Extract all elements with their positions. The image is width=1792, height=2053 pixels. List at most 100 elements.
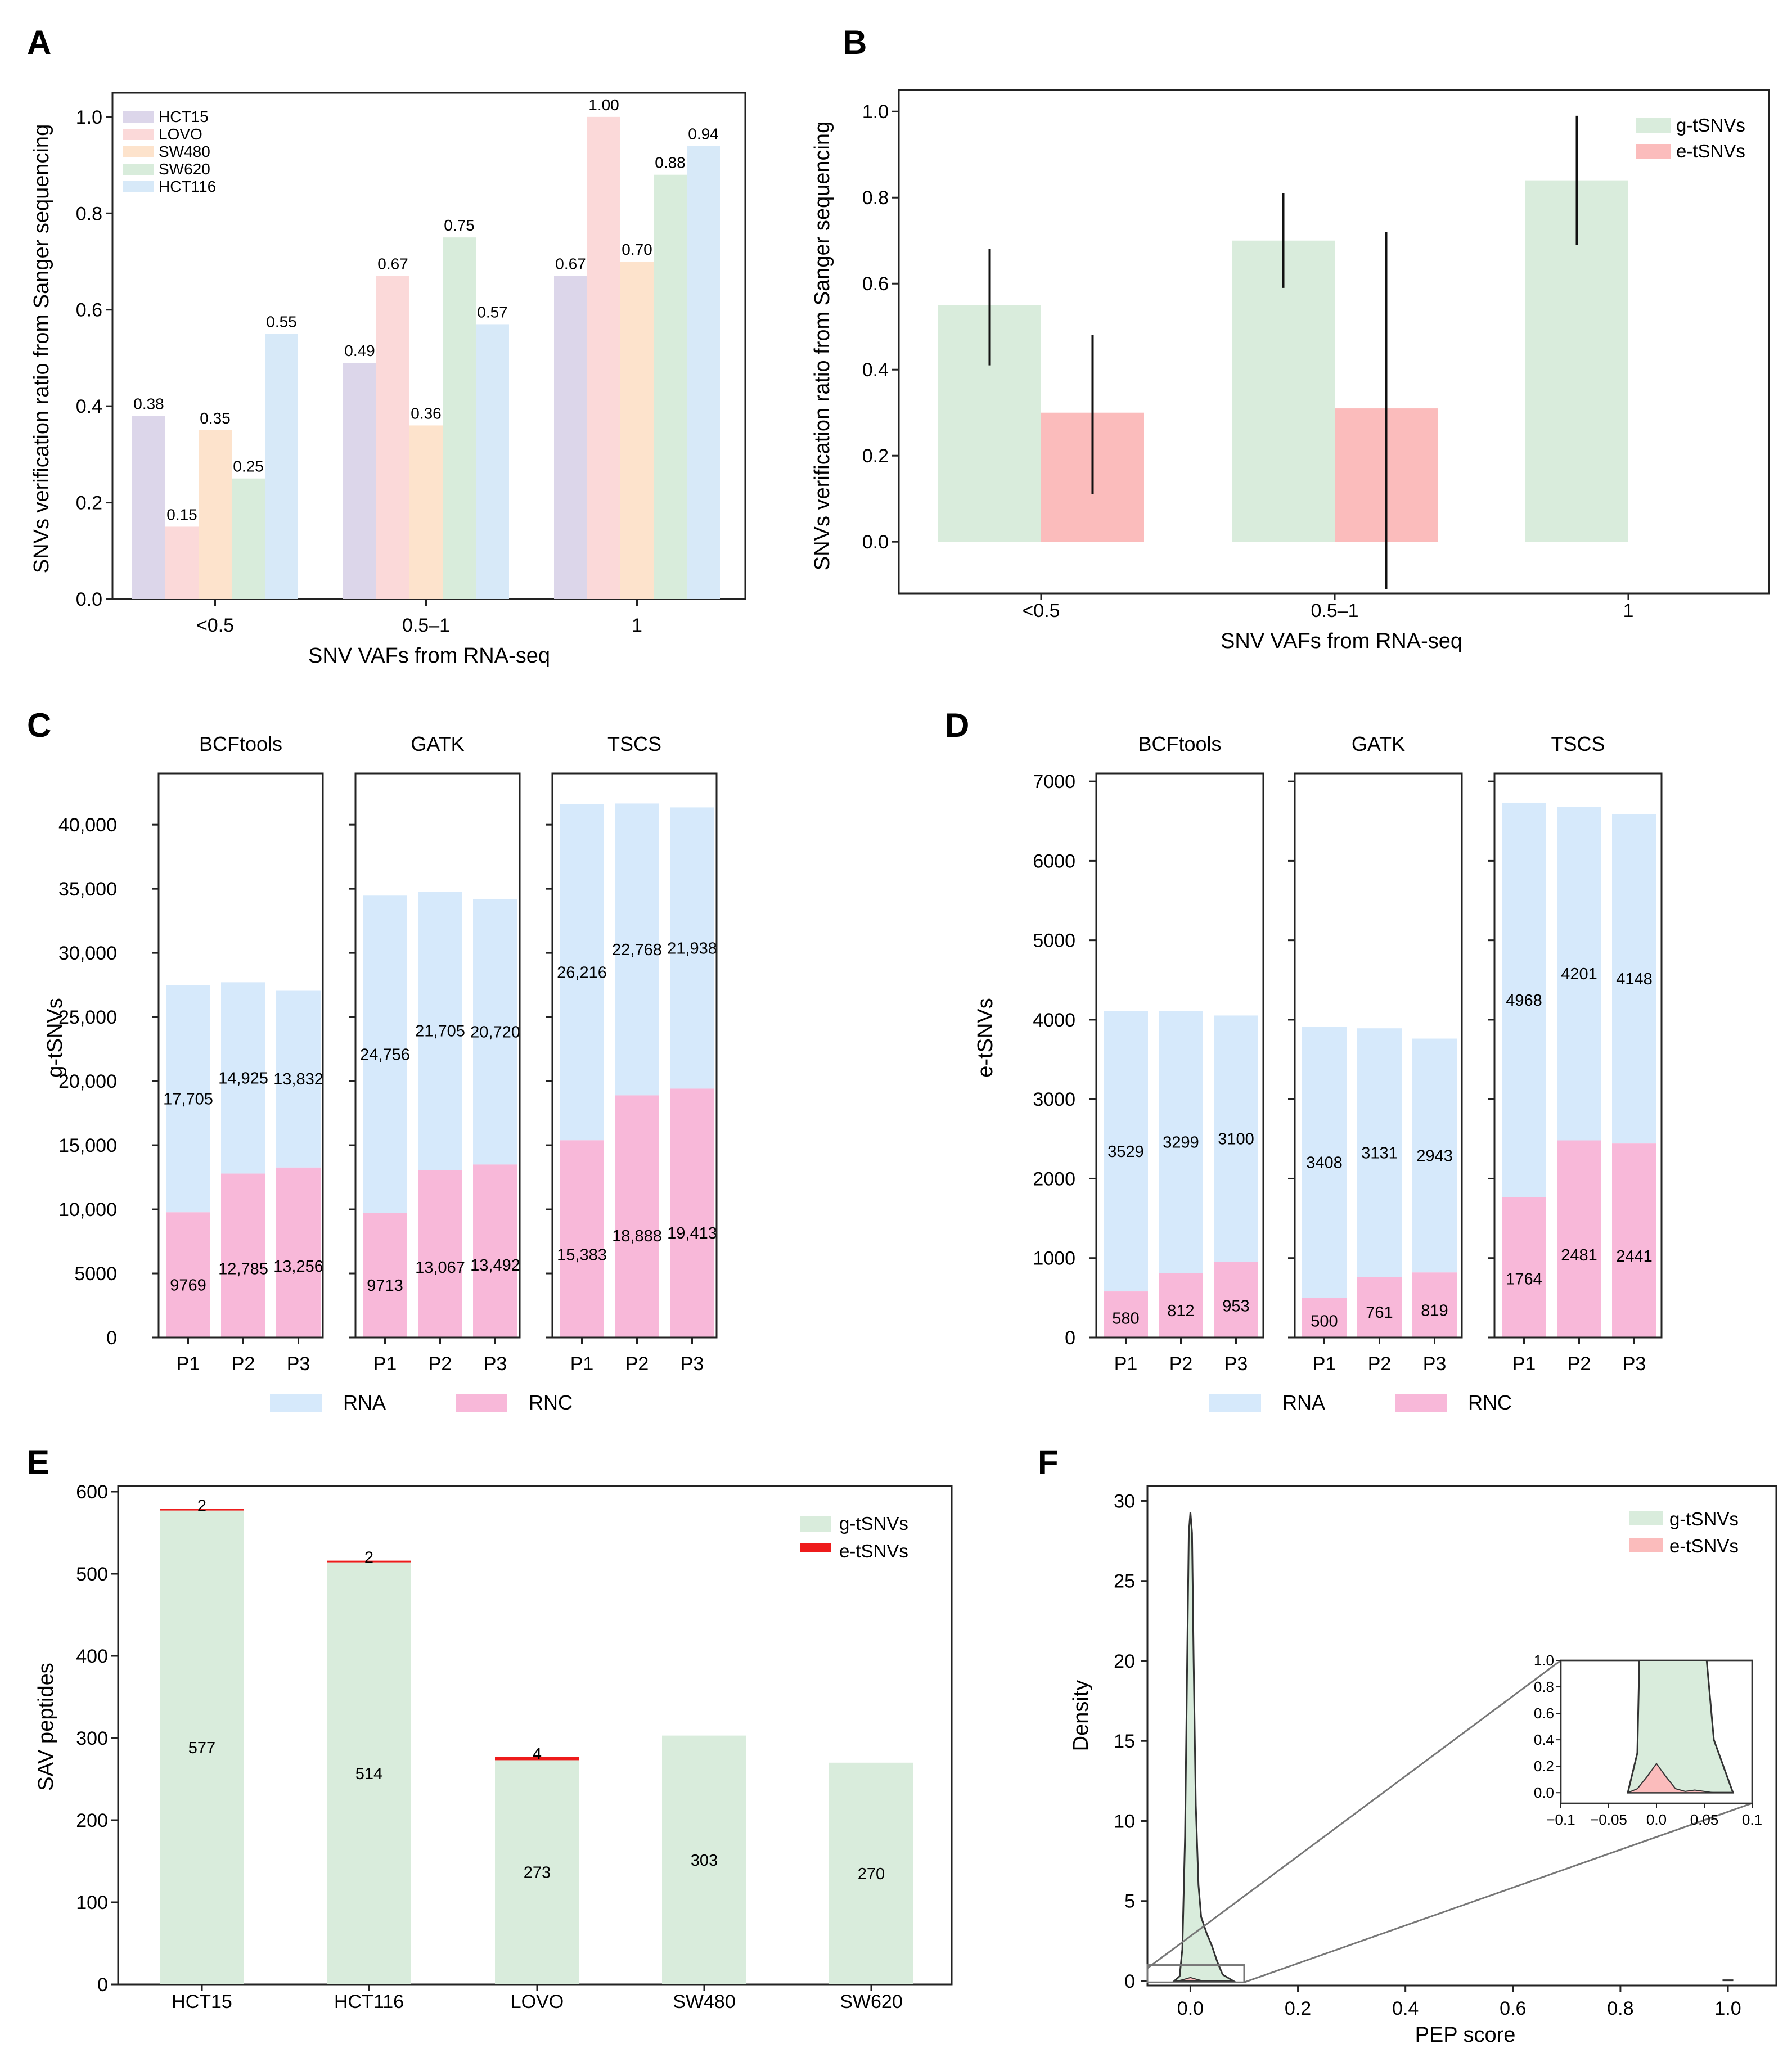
panel-d-rnc-value-label: 1764 (1506, 1270, 1542, 1288)
panel-a-y-tick-label: 0.2 (76, 493, 102, 514)
panel-c-facet-title: BCFtools (199, 732, 282, 755)
panel-b-x-axis-title: SNV VAFs from RNA-seq (1221, 629, 1462, 653)
panel-c-rnc-value-label: 12,785 (218, 1260, 268, 1278)
panel-d-x-tick-label: P2 (1568, 1353, 1591, 1375)
panel-f-inset-y-tick-label: 0.6 (1534, 1705, 1554, 1722)
panel-c-y-tick-label: 15,000 (58, 1135, 117, 1156)
panel-a-bar-value-label: 0.15 (166, 506, 197, 523)
panel-f-inset-x-tick-label: 0.0 (1646, 1811, 1667, 1828)
panel-c-rnc-value-label: 13,256 (273, 1258, 323, 1276)
panel-c-x-tick-label: P3 (681, 1353, 704, 1375)
panel-f-x-tick-label: 0.8 (1607, 1998, 1633, 2019)
panel-f-inset-density-g-tsnv (1627, 1660, 1735, 1794)
panel-c-x-tick-label: P2 (232, 1353, 255, 1375)
panel-a-bar (620, 262, 654, 599)
panel-d-y-tick-label: 3000 (1033, 1089, 1075, 1110)
panel-d-rnc-value-label: 819 (1421, 1302, 1448, 1320)
panel-c-y-tick-label: 40,000 (58, 814, 117, 836)
panel-c-x-tick-label: P1 (373, 1353, 397, 1375)
panel-e-legend-label: e-tSNVs (839, 1541, 908, 1561)
panel-c-rna-value-label: 26,216 (557, 964, 607, 982)
panel-c-bar-rnc (221, 1173, 265, 1338)
panel-a-bar (265, 334, 298, 599)
panel-f-y-tick-label: 5 (1124, 1891, 1135, 1912)
panel-c-bar-rnc (166, 1212, 210, 1338)
panel-d-rna-value-label: 4201 (1561, 965, 1597, 983)
panel-d-rnc-value-label: 812 (1167, 1302, 1194, 1320)
panel-a-legend-label: HCT116 (159, 178, 216, 195)
panel-d-bar-rna (1412, 1038, 1457, 1273)
panel-a-legend-swatch (123, 164, 154, 175)
panel-d-x-tick-label: P2 (1368, 1353, 1392, 1375)
panel-a-bar (132, 416, 165, 599)
panel-e-bar-e-tsnv (327, 1560, 411, 1563)
panel-c-bar-rnc (560, 1140, 604, 1338)
panel-d-y-tick-label: 2000 (1033, 1168, 1075, 1190)
panel-d-bar-rna (1302, 1026, 1347, 1298)
panel-d-x-tick-label: P1 (1512, 1353, 1536, 1375)
panel-a-bar-value-label: 0.94 (688, 125, 719, 142)
panel-f-zoom-connector (1244, 1802, 1753, 1983)
panel-a-bar (376, 276, 409, 599)
panel-f-legend-label: g-tSNVs (1669, 1509, 1739, 1529)
panel-d-x-tick-label: P3 (1224, 1353, 1248, 1375)
panel-d-rna-value-label: 3408 (1306, 1154, 1343, 1172)
panel-c-facet-title: TSCS (607, 732, 661, 755)
panel-b-y-tick-label: 0.0 (862, 532, 889, 553)
panel-d-rna-value-label: 4968 (1506, 992, 1542, 1010)
panel-d-y-axis-title: e-tSNVs (974, 998, 997, 1077)
panel-letter-e: E (27, 1443, 49, 1481)
panel-d-bar-rnc (1159, 1273, 1203, 1338)
panel-c-legend-swatch (270, 1394, 322, 1412)
panel-d-bar-rna (1104, 1011, 1148, 1292)
panel-a-bar (443, 237, 476, 600)
panel-a-bar (687, 146, 720, 599)
panel-c-x-tick-label: P1 (570, 1353, 594, 1375)
panel-c-y-tick-label: 5000 (74, 1263, 117, 1285)
panel-d-bar-rnc (1104, 1291, 1148, 1338)
panel-d-facet-title: BCFtools (1138, 732, 1221, 755)
panel-a-bar-value-label: 0.35 (200, 409, 231, 427)
panel-d-rnc-value-label: 761 (1366, 1304, 1393, 1322)
panel-d-bar-rnc (1302, 1298, 1347, 1338)
panel-c-bar-rna (221, 982, 265, 1174)
panel-c-facet-frame (157, 772, 324, 1339)
panel-a-legend-label: LOVO (159, 125, 202, 143)
panel-c-x-tick-label: P2 (625, 1353, 649, 1375)
panel-d-y-tick-label: 1000 (1033, 1248, 1075, 1269)
panel-c-rna-value-label: 13,832 (273, 1070, 323, 1088)
panel-c-chart: 0 5000 10,000 15,000 20,000 25,000 30,000 35,00… (58, 732, 718, 1414)
panel-e-e-tsnv-label: 2 (197, 1497, 206, 1515)
panel-a-legend-swatch (123, 181, 154, 192)
panel-a-bar (199, 430, 232, 599)
panel-c-rnc-value-label: 9769 (170, 1276, 206, 1294)
panel-c-facet-frame (354, 772, 521, 1339)
panel-b-x-tick-label: 1 (1623, 600, 1634, 622)
panel-a-bar-value-label: 0.75 (444, 217, 475, 234)
panel-c-rnc-value-label: 13,067 (415, 1259, 465, 1277)
panel-f-legend-swatch (1629, 1511, 1663, 1525)
panel-e-x-tick-label: HCT116 (334, 1991, 404, 2013)
panel-d-y-tick-label: 4000 (1033, 1010, 1075, 1031)
panel-a-y-axis-title: SNVs verification ratio from Sanger sequ… (30, 124, 53, 573)
panel-e-e-tsnv-label: 4 (533, 1745, 542, 1763)
panel-b-y-tick-label: 0.4 (862, 359, 889, 381)
panel-c-rnc-value-label: 15,383 (557, 1246, 607, 1264)
panel-a-bar (343, 363, 376, 599)
panel-e-bar-value-label: 270 (858, 1865, 885, 1883)
panel-d-y-tick-label: 0 (1065, 1327, 1075, 1349)
panel-e-y-tick-label: 0 (97, 1974, 108, 1996)
panel-e-x-tick-label: HCT15 (172, 1991, 232, 2013)
panel-a-x-tick-label: 1 (632, 615, 642, 636)
panel-b-legend-swatch (1636, 144, 1671, 159)
panel-d-bar-rna (1557, 807, 1601, 1141)
panel-c-legend-label: RNA (343, 1391, 386, 1414)
panel-f-inset-y-tick-label: 0.2 (1534, 1758, 1554, 1775)
panel-b-x-tick-label: 0.5–1 (1311, 600, 1358, 622)
panel-a-bar-value-label: 1.00 (588, 96, 619, 114)
panel-f-zoom-box (1146, 1964, 1245, 1983)
panel-c-bar-rnc (615, 1095, 659, 1338)
panel-a-legend-label: HCT15 (159, 108, 209, 125)
panel-f-zoom-connector (1147, 1659, 1561, 1969)
panel-f-inset-x-tick-label: −0.1 (1546, 1811, 1575, 1828)
